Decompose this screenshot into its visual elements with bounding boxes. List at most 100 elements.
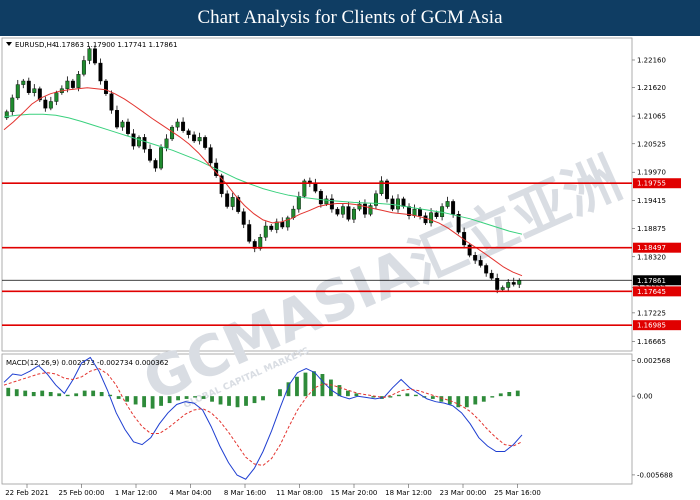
current-price-tag: [633, 275, 681, 286]
candle-body: [357, 203, 362, 210]
candle-body: [495, 278, 500, 290]
chart-canvas[interactable]: GCMASIA汇立亚洲 GLOBAL CAPITAL MARKETS EURUS…: [0, 36, 700, 500]
candle-body: [203, 137, 208, 148]
signal-line: [3, 367, 523, 466]
level-price-tag: [633, 178, 681, 189]
candle-body: [324, 198, 329, 205]
candle-body: [219, 175, 224, 194]
candle-body: [48, 101, 53, 109]
candle-body: [103, 80, 108, 95]
time-tick-label: 22 Feb 2021: [5, 489, 49, 497]
candle-body: [429, 212, 434, 224]
candle-body: [313, 183, 318, 192]
current-price: 1.17861: [2, 275, 681, 286]
candle-body: [385, 180, 389, 200]
candle-body: [252, 241, 257, 249]
candle-body: [109, 93, 114, 111]
price-tick-label: 1.20525: [637, 140, 666, 148]
macd-tick-label: 0.00: [637, 393, 653, 401]
candle-body: [26, 80, 31, 93]
candle-body: [87, 48, 92, 61]
candle-body: [15, 84, 20, 99]
candle-body: [401, 198, 406, 207]
price-header: EURUSD,H4 1.17863 1.17900 1.17741 1.1786…: [6, 41, 177, 49]
candle-body: [115, 110, 119, 128]
candle-body: [434, 212, 439, 217]
candle-body: [318, 190, 323, 205]
macd-tick-label: 0.002568: [637, 357, 670, 365]
candle-body: [478, 260, 483, 266]
time-tick-label: 4 Mar 04:00: [169, 489, 211, 497]
time-tick-label: 25 Mar 16:00: [494, 489, 541, 497]
candle-body: [456, 214, 461, 233]
time-tick-label: 25 Feb 00:00: [59, 489, 105, 497]
candle-body: [120, 121, 125, 128]
candle-body: [159, 147, 164, 169]
candle-body: [269, 225, 274, 230]
candle-body: [445, 201, 450, 207]
fast-moving-average: [3, 87, 523, 277]
candle-body: [186, 130, 191, 136]
candle-body: [489, 272, 494, 279]
candle-body: [517, 280, 522, 285]
macd-indicator: [3, 356, 523, 480]
candle-body: [92, 48, 97, 64]
time-tick-label: 18 Mar 12:00: [385, 489, 432, 497]
candle-body: [280, 221, 285, 228]
candle-body: [142, 137, 147, 150]
candle-body: [65, 80, 70, 89]
macd-header: MACD(12,26,9) 0.002373 -0.002734 0.00036…: [6, 359, 169, 367]
candle-body: [473, 255, 478, 261]
candle-body: [21, 80, 26, 85]
time-tick-label: 1 Mar 12:00: [115, 489, 157, 497]
candle-body: [407, 206, 411, 216]
candle-body: [10, 97, 15, 112]
time-tick-label: 11 Mar 08:00: [276, 489, 323, 497]
candle-body: [181, 121, 186, 131]
candle-body: [4, 111, 9, 119]
candle-body: [451, 201, 456, 215]
price-panel-frame: [1, 37, 633, 352]
candle-body: [192, 134, 197, 142]
candle-body: [274, 221, 279, 230]
candle-body: [208, 147, 213, 164]
candle-body: [230, 197, 235, 207]
dropdown-triangle-icon: [6, 42, 12, 46]
candle-body: [263, 225, 268, 238]
candle-body: [247, 224, 252, 242]
candle-body: [225, 193, 230, 207]
price-tick-label: 1.18320: [637, 253, 666, 261]
level-price-tag: [633, 242, 681, 253]
candle-body: [335, 208, 340, 215]
time-tick-label: 15 Mar 20:00: [331, 489, 378, 497]
price-tick-label: 1.17225: [637, 309, 666, 317]
candle-body: [362, 203, 367, 215]
candle-body: [37, 88, 42, 101]
candle-body: [76, 74, 81, 88]
candle-body: [467, 244, 472, 256]
chart-title: Chart Analysis for Clients of GCM Asia: [0, 0, 700, 36]
candle-body: [54, 92, 59, 102]
level-price-label: 1.19755: [637, 180, 666, 188]
candle-body: [81, 60, 86, 75]
candle-body: [506, 282, 511, 288]
macd-line: [3, 356, 523, 480]
candle-body: [126, 121, 130, 134]
candle-body: [175, 121, 180, 128]
price-tick-label: 1.19970: [637, 169, 666, 177]
time-tick-label: 8 Mar 16:00: [224, 489, 266, 497]
price-tick-label: 1.21620: [637, 84, 666, 92]
level-price-tag: [633, 286, 681, 297]
price-tick-label: 1.22160: [637, 56, 666, 64]
candle-body: [418, 208, 423, 216]
candle-body: [302, 180, 307, 197]
candle-body: [368, 205, 373, 215]
candle-body: [511, 282, 516, 285]
level-price-label: 1.16985: [637, 322, 666, 330]
candle-body: [396, 198, 400, 210]
candle-body: [484, 265, 489, 274]
candle-body: [43, 99, 48, 109]
current-price-label: 1.17861: [637, 277, 666, 285]
time-tick-label: 23 Mar 00:00: [440, 489, 487, 497]
slow-moving-average: [3, 113, 523, 235]
